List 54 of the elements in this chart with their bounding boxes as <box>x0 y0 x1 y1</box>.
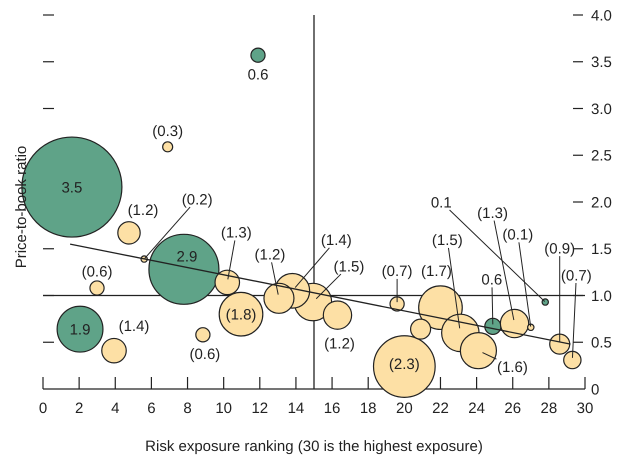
annotation: (1.8) <box>226 306 256 324</box>
annotation: (1.3) <box>220 224 252 242</box>
annotation: (0.2) <box>182 191 213 208</box>
y-tick-label: 3.0 <box>591 100 612 118</box>
annotation: (0.1) <box>502 226 534 244</box>
annotation: (0.7) <box>382 263 413 280</box>
x-tick-label: 12 <box>251 400 268 417</box>
annotation: (0.7) <box>560 267 592 284</box>
annotation: 1.9 <box>70 321 90 338</box>
annotation: (1.5) <box>333 258 364 276</box>
x-tick-label: 6 <box>147 400 156 417</box>
annotation: (0.3) <box>152 123 184 140</box>
y-tick-label: 4.0 <box>591 7 612 24</box>
annotation: (1.4) <box>118 318 150 335</box>
annotation: (0.9) <box>544 240 576 258</box>
y-tick-label: 0.5 <box>591 334 612 352</box>
x-tick-label: 26 <box>504 400 522 417</box>
annotation: 0.6 <box>481 272 502 289</box>
annotation: (1.2) <box>324 335 355 352</box>
x-tick-label: 0 <box>38 400 48 417</box>
annotation: (0.6) <box>189 346 220 364</box>
y-tick-label: 2.0 <box>591 194 612 212</box>
annotation: 0.1 <box>430 194 452 212</box>
annotation: (1.2) <box>254 246 286 264</box>
annotation: (1.2) <box>128 202 158 220</box>
x-tick-label: 30 <box>576 400 594 417</box>
y-axis-title: Price-to-book ratio <box>13 146 30 268</box>
x-axis-title: Risk exposure ranking (30 is the highest exposure) <box>145 438 483 455</box>
y-tick-label: 2.5 <box>591 148 612 164</box>
x-tick-label: 22 <box>432 400 449 417</box>
x-tick-label: 10 <box>215 400 232 417</box>
y-tick-label: 0 <box>591 381 600 398</box>
annotation: (1.4) <box>320 232 352 250</box>
annotation: 2.9 <box>176 248 198 266</box>
x-tick-label: 16 <box>324 400 340 417</box>
annotation: (2.3) <box>388 356 420 373</box>
x-tick-label: 2 <box>74 400 84 417</box>
annotation: (0.6) <box>82 263 112 280</box>
y-tick-label: 1.5 <box>591 241 612 258</box>
annotation: (1.5) <box>432 232 463 250</box>
annotation: (1.7) <box>421 262 452 280</box>
x-tick-label: 8 <box>183 400 192 417</box>
x-tick-label: 18 <box>360 400 377 417</box>
annotation: (1.6) <box>496 358 528 376</box>
annotation: 3.5 <box>61 179 82 196</box>
y-tick-label: 1.0 <box>591 288 612 305</box>
x-tick-label: 14 <box>288 400 304 417</box>
annotation: (1.3) <box>477 204 508 222</box>
annotation: 0.6 <box>248 66 268 84</box>
x-tick-label: 20 <box>396 400 413 417</box>
y-tick-label: 3.5 <box>591 54 612 71</box>
x-tick-label: 4 <box>111 400 120 417</box>
x-tick-label: 28 <box>540 400 558 417</box>
x-tick-label: 24 <box>468 400 485 417</box>
